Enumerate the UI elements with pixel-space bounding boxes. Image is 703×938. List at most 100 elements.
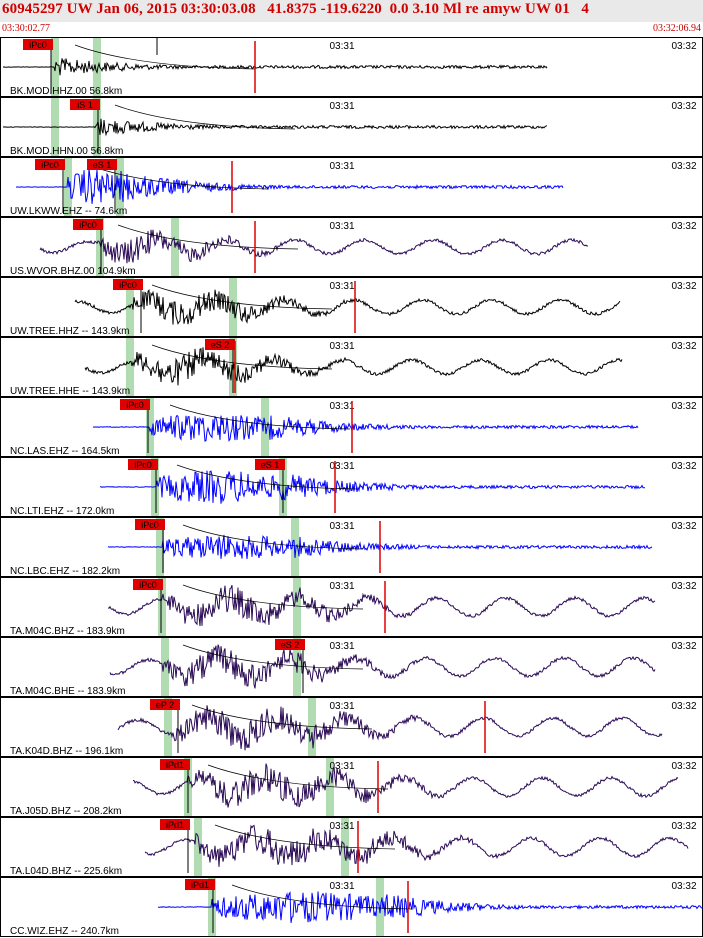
channel-panel: 03:31 03:32 iPc0 US.WVOR.BHZ.00 104.9km — [0, 217, 703, 277]
phase-pick-label: eS 1 — [261, 460, 280, 470]
waveform-trace — [144, 824, 689, 867]
time-tick-label: 03:31 — [329, 521, 354, 532]
time-tick-label: 03:32 — [671, 161, 696, 172]
channel-panel: 03:31 03:32 iPc0 NC.LAS.EHZ -- 164.5km — [0, 397, 703, 457]
time-tick-label: 03:32 — [671, 401, 696, 412]
coda-curve — [231, 884, 413, 910]
coda-curve — [214, 824, 396, 850]
waveform-trace — [2, 118, 548, 137]
channel-panel: 03:31 03:32 iPd1 CC.WIZ.EHZ -- 240.7km — [0, 877, 703, 937]
end-time: 03:32:06.94 — [652, 23, 701, 34]
start-time: 03:30:02.77 — [2, 23, 51, 34]
phase-pick-label: iS 1 — [77, 100, 93, 110]
time-tick-label: 03:32 — [671, 701, 696, 712]
time-tick-label: 03:31 — [329, 761, 354, 772]
channel-panel: 03:31 03:32 iPd1 TA.L04D.BHZ -- 225.6km — [0, 817, 703, 877]
coda-curve — [74, 44, 256, 70]
channel-label: UW.LKWW.EHZ -- 74.6km — [10, 206, 127, 217]
channel-panel: 03:31 03:32 iPc0 eS 1 NC.LTI.EHZ -- 172.0km — [0, 457, 703, 517]
channel-panel: 03:31 03:32 iPc0 eS 1 UW.LKWW.EHZ -- 74.6km — [0, 157, 703, 217]
time-tick-label: 03:32 — [671, 41, 696, 52]
time-tick-label: 03:31 — [329, 461, 354, 472]
phase-pick-flag — [35, 159, 65, 170]
phase-pick-flag — [255, 459, 285, 470]
phase-pick-label: iPd1 — [166, 820, 184, 830]
phase-window — [291, 518, 299, 576]
time-tick-label: 03:31 — [329, 401, 354, 412]
time-tick-label: 03:32 — [671, 761, 696, 772]
phase-pick-flag — [23, 39, 53, 50]
time-tick-label: 03:32 — [671, 281, 696, 292]
phase-window — [208, 878, 216, 936]
time-tick-label: 03:31 — [329, 341, 354, 352]
coda-curve — [182, 584, 364, 610]
phase-window — [158, 578, 166, 636]
event-title: 60945297 UW Jan 06, 2015 03:30:03.08 41.… — [2, 1, 590, 17]
waveform-trace — [74, 288, 621, 325]
channel-panel: 03:31 03:32 eP 2 TA.K04D.BHZ -- 196.1km — [0, 697, 703, 757]
phase-pick-flag — [160, 819, 190, 830]
channel-panel: 03:31 03:32 iPc0 TA.M04C.BHZ -- 183.9km — [0, 577, 703, 637]
channel-label: UW.TREE.HHE -- 143.9km — [10, 386, 130, 397]
coda-curve — [182, 524, 364, 550]
waveform-trace — [92, 414, 639, 442]
time-tick-label: 03:32 — [671, 881, 696, 892]
waveform-trace — [117, 705, 663, 751]
phase-pick-flag — [135, 519, 165, 530]
phase-pick-label: eS 1 — [93, 160, 112, 170]
time-tick-label: 03:32 — [671, 581, 696, 592]
phase-pick-flag — [113, 279, 143, 290]
waveform-trace — [100, 470, 645, 504]
channel-label: TA.J05D.BHZ -- 208.2km — [10, 806, 122, 817]
phase-pick-label: iPc0 — [141, 520, 159, 530]
phase-pick-flag — [120, 399, 150, 410]
phase-pick-label: eP 2 — [156, 700, 174, 710]
waveform-trace — [132, 763, 679, 808]
phase-pick-label: iPc0 — [29, 40, 47, 50]
phase-pick-flag — [160, 759, 190, 770]
phase-pick-label: iPc0 — [126, 400, 144, 410]
waveform-trace — [109, 644, 656, 689]
phase-window — [326, 758, 334, 816]
phase-pick-label: iPc0 — [41, 160, 59, 170]
phase-window — [93, 98, 101, 156]
coda-curve — [207, 764, 389, 790]
phase-pick-flag — [87, 159, 117, 170]
phase-pick-flag — [185, 879, 215, 890]
phase-window — [161, 638, 169, 696]
phase-window — [93, 38, 101, 96]
time-tick-label: 03:32 — [671, 461, 696, 472]
time-tick-label: 03:32 — [671, 341, 696, 352]
channel-panel: 03:31 03:32 iPc0 UW.TREE.HHZ -- 143.9km — [0, 277, 703, 337]
phase-window — [308, 698, 316, 756]
channel-label: CC.WIZ.EHZ -- 240.7km — [10, 926, 119, 937]
channel-label: TA.M04C.BHZ -- 183.9km — [10, 626, 125, 637]
phase-pick-label: iPd1 — [166, 760, 184, 770]
waveform-trace — [39, 229, 589, 264]
coda-curve — [151, 284, 333, 310]
channel-panel: 03:31 03:32 eS 2 UW.TREE.HHE -- 143.9km — [0, 337, 703, 397]
phase-pick-flag — [73, 219, 103, 230]
channel-label: TA.L04D.BHZ -- 225.6km — [10, 866, 122, 877]
waveform-trace — [2, 58, 548, 76]
time-tick-label: 03:32 — [671, 521, 696, 532]
phase-pick-label: eS 2 — [211, 340, 230, 350]
phase-pick-flag — [205, 339, 235, 350]
phase-window — [96, 218, 104, 276]
time-tick-label: 03:31 — [329, 821, 354, 832]
channel-panel: 03:31 03:32 iPc0 BK.MOD.HHZ.00 56.8km — [0, 37, 703, 97]
coda-curve — [169, 404, 351, 430]
channel-label: NC.LAS.EHZ -- 164.5km — [10, 446, 119, 457]
phase-window — [194, 818, 202, 876]
waveform-trace — [107, 585, 656, 627]
phase-window — [229, 278, 237, 336]
phase-pick-flag — [128, 459, 158, 470]
time-tick-label: 03:32 — [671, 101, 696, 112]
channel-panel: 03:31 03:32 iPd1 TA.J05D.BHZ -- 208.2km — [0, 757, 703, 817]
phase-window — [64, 158, 72, 216]
phase-window — [146, 398, 154, 456]
time-tick-label: 03:32 — [671, 641, 696, 652]
time-tick-label: 03:31 — [329, 221, 354, 232]
phase-window — [293, 578, 301, 636]
